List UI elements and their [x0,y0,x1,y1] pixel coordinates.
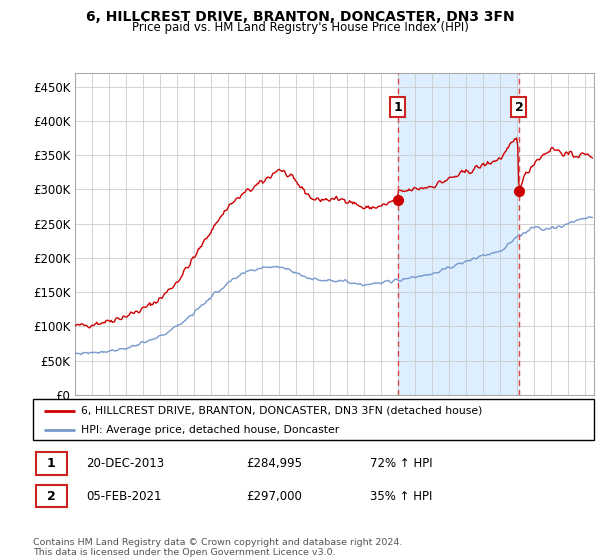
Text: 6, HILLCREST DRIVE, BRANTON, DONCASTER, DN3 3FN (detached house): 6, HILLCREST DRIVE, BRANTON, DONCASTER, … [80,405,482,416]
Text: 20-DEC-2013: 20-DEC-2013 [86,457,164,470]
FancyBboxPatch shape [36,485,67,507]
Text: 72% ↑ HPI: 72% ↑ HPI [370,457,432,470]
Text: HPI: Average price, detached house, Doncaster: HPI: Average price, detached house, Donc… [80,424,339,435]
Text: 2: 2 [515,101,523,114]
Bar [398,73,519,395]
Text: 35% ↑ HPI: 35% ↑ HPI [370,489,432,503]
Text: £284,995: £284,995 [246,457,302,470]
FancyBboxPatch shape [33,399,594,440]
Text: Price paid vs. HM Land Registry's House Price Index (HPI): Price paid vs. HM Land Registry's House … [131,21,469,34]
Text: Contains HM Land Registry data © Crown copyright and database right 2024.
This d: Contains HM Land Registry data © Crown c… [33,538,403,557]
Text: 05-FEB-2021: 05-FEB-2021 [86,489,162,503]
Text: 6, HILLCREST DRIVE, BRANTON, DONCASTER, DN3 3FN: 6, HILLCREST DRIVE, BRANTON, DONCASTER, … [86,10,514,24]
Text: £297,000: £297,000 [246,489,302,503]
Text: 1: 1 [47,457,55,470]
Text: 1: 1 [393,101,402,114]
FancyBboxPatch shape [36,452,67,475]
Text: 2: 2 [47,489,55,503]
